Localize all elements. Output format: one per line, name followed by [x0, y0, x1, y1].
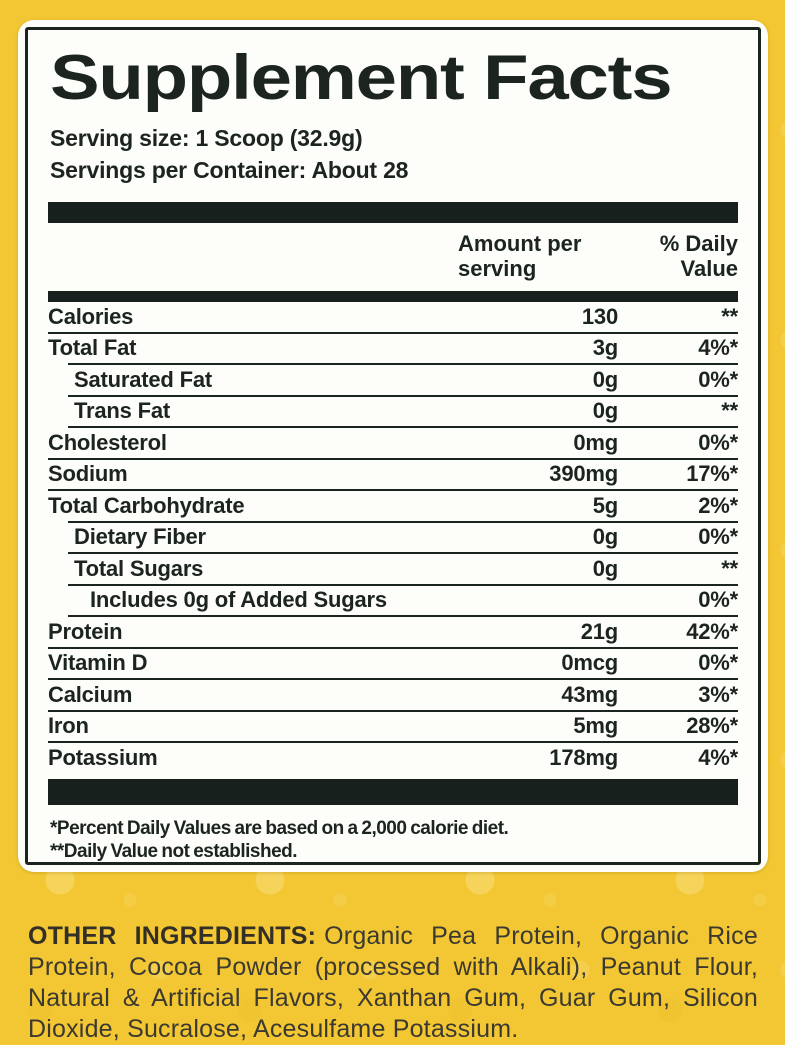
- footnote-not-established: **Daily Value not established.: [50, 840, 298, 862]
- nutrient-name: Total Carbohydrate: [48, 492, 245, 518]
- row-divider: [68, 520, 738, 523]
- nutrient-row-calcium: Calcium 43mg 3%*: [48, 680, 738, 710]
- row-divider: [48, 457, 738, 460]
- supplement-facts-panel: Supplement Facts Serving size: 1 Scoop (…: [18, 20, 768, 872]
- nutrient-daily-value: 17%*: [686, 461, 738, 487]
- row-divider: [48, 331, 738, 334]
- nutrient-amount: 5mg: [573, 713, 618, 739]
- nutrient-amount: 0g: [592, 398, 618, 424]
- supplement-facts-title: Supplement Facts: [50, 43, 673, 113]
- nutrient-daily-value: 42%*: [686, 618, 738, 644]
- nutrient-name: Saturated Fat: [74, 366, 212, 392]
- servings-per-container-line: Servings per Container: About 28: [50, 157, 409, 183]
- nutrient-row-calories: Calories 130 **: [48, 302, 738, 332]
- nutrient-row-total-fat: Total Fat 3g 4%*: [48, 334, 738, 364]
- footnote-daily-values: *Percent Daily Values are based on a 2,0…: [50, 817, 509, 839]
- nutrient-daily-value: 0%*: [698, 587, 738, 613]
- row-divider: [68, 583, 738, 586]
- other-ingredients-label: OTHER INGREDIENTS:: [28, 922, 317, 950]
- nutrient-daily-value: 4%*: [698, 744, 738, 770]
- nutrient-row-protein: Protein 21g 42%*: [48, 617, 738, 647]
- row-divider: [68, 363, 738, 365]
- nutrient-name: Calories: [48, 303, 134, 329]
- percent-daily-value-header: % Daily Value: [659, 231, 738, 281]
- nutrient-table: Calories 130 ** Total Fat 3g 4%* Saturat…: [48, 302, 738, 773]
- table-header-row: Amount per serving % Daily Value: [48, 223, 738, 287]
- other-ingredients-paragraph: OTHER INGREDIENTS: Organic Pea Protein, O…: [28, 921, 758, 1045]
- row-divider: [48, 741, 738, 743]
- nutrient-amount: 130: [581, 303, 618, 329]
- nutrient-row-trans-fat: Trans Fat 0g **: [48, 397, 738, 427]
- nutrient-name: Cholesterol: [48, 429, 167, 455]
- nutrient-daily-value: **: [721, 303, 738, 329]
- nutrient-row-total-carbohydrate: Total Carbohydrate 5g 2%*: [48, 491, 738, 521]
- nutrient-amount: 0g: [592, 524, 618, 550]
- nutrient-name: Iron: [48, 713, 89, 739]
- nutrient-daily-value: 0%*: [698, 366, 738, 392]
- amount-per-serving-header: Amount per serving: [458, 231, 582, 281]
- nutrient-row-potassium: Potassium 178mg 4%*: [48, 743, 738, 773]
- nutrient-name: Protein: [48, 618, 123, 644]
- nutrient-name: Dietary Fiber: [74, 524, 206, 550]
- nutrient-amount: 0g: [592, 366, 618, 392]
- nutrient-amount: 390mg: [549, 461, 618, 487]
- nutrient-amount: 21g: [580, 618, 619, 644]
- nutrient-daily-value: 3%*: [698, 681, 738, 707]
- row-divider: [48, 678, 738, 680]
- nutrient-name: Total Fat: [48, 335, 137, 361]
- nutrient-row-added-sugars: Includes 0g of Added Sugars 0%*: [48, 586, 738, 616]
- nutrient-name: Total Sugars: [74, 555, 204, 581]
- nutrient-daily-value: 2%*: [698, 492, 738, 518]
- nutrient-amount: 0mcg: [561, 650, 618, 676]
- row-divider: [48, 489, 738, 491]
- nutrient-daily-value: 0%*: [698, 650, 738, 676]
- nutrient-amount: 0g: [592, 555, 618, 581]
- nutrient-daily-value: 28%*: [686, 713, 738, 739]
- nutrient-row-total-sugars: Total Sugars 0g **: [48, 554, 738, 584]
- nutrient-daily-value: **: [721, 398, 738, 424]
- nutrient-daily-value: 0%*: [698, 524, 738, 550]
- nutrient-name: Vitamin D: [48, 650, 148, 676]
- divider-bar-medium: [48, 291, 738, 302]
- row-divider: [68, 394, 738, 397]
- nutrient-amount: 0mg: [573, 429, 618, 455]
- nutrient-amount: 5g: [592, 492, 618, 518]
- divider-bar-thick-top: [48, 202, 738, 223]
- nutrient-name: Calcium: [48, 681, 133, 707]
- nutrient-name: Includes 0g of Added Sugars: [90, 587, 387, 613]
- nutrient-amount: 43mg: [561, 681, 618, 707]
- nutrient-amount: 178mg: [549, 744, 618, 770]
- nutrient-name: Potassium: [48, 744, 158, 770]
- nutrient-row-cholesterol: Cholesterol 0mg 0%*: [48, 428, 738, 458]
- row-divider: [48, 646, 738, 649]
- nutrient-row-sodium: Sodium 390mg 17%*: [48, 460, 738, 490]
- serving-size-line: Serving size: 1 Scoop (32.9g): [50, 125, 363, 151]
- nutrient-name: Sodium: [48, 461, 128, 487]
- panel-title-wrap: Supplement Facts: [48, 42, 738, 122]
- footnotes: *Percent Daily Values are based on a 2,0…: [50, 817, 738, 863]
- nutrient-daily-value: **: [721, 555, 738, 581]
- row-divider: [68, 615, 738, 617]
- nutrient-daily-value: 4%*: [698, 335, 738, 361]
- supplement-facts-border-box: Supplement Facts Serving size: 1 Scoop (…: [25, 27, 761, 865]
- row-divider: [68, 552, 738, 554]
- nutrient-name: Trans Fat: [74, 398, 171, 424]
- row-divider: [48, 709, 738, 712]
- nutrient-row-iron: Iron 5mg 28%*: [48, 712, 738, 742]
- divider-bar-thick-bottom: [48, 778, 738, 805]
- nutrient-row-saturated-fat: Saturated Fat 0g 0%*: [48, 365, 738, 395]
- nutrient-row-vitamin-d: Vitamin D 0mcg 0%*: [48, 649, 738, 679]
- row-divider: [68, 426, 738, 428]
- nutrient-amount: 3g: [592, 335, 618, 361]
- nutrient-row-dietary-fiber: Dietary Fiber 0g 0%*: [48, 523, 738, 553]
- nutrient-daily-value: 0%*: [698, 429, 738, 455]
